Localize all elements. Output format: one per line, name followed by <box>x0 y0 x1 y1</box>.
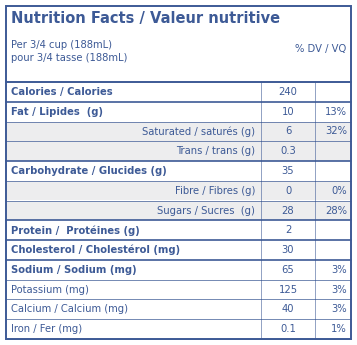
Text: Iron / Fer (mg): Iron / Fer (mg) <box>11 324 82 334</box>
Text: 3%: 3% <box>331 285 347 295</box>
Text: Calories / Calories: Calories / Calories <box>11 87 112 97</box>
Text: Per 3/4 cup (188mL): Per 3/4 cup (188mL) <box>11 40 112 50</box>
Text: % DV / VQ: % DV / VQ <box>295 44 346 54</box>
Bar <box>7 181 350 200</box>
Text: 240: 240 <box>278 87 297 97</box>
Text: 125: 125 <box>278 285 298 295</box>
Text: 32%: 32% <box>325 126 347 136</box>
Text: 2: 2 <box>285 225 291 235</box>
Text: Potassium (mg): Potassium (mg) <box>11 285 89 295</box>
Text: pour 3/4 tasse (188mL): pour 3/4 tasse (188mL) <box>11 53 127 63</box>
Text: 1%: 1% <box>331 324 347 334</box>
Text: Carbohydrate / Glucides (g): Carbohydrate / Glucides (g) <box>11 166 167 176</box>
Text: 0.3: 0.3 <box>280 146 296 156</box>
Text: Cholesterol / Cholestérol (mg): Cholesterol / Cholestérol (mg) <box>11 245 180 255</box>
Text: Trans / trans (g): Trans / trans (g) <box>176 146 255 156</box>
Text: 0: 0 <box>285 186 291 196</box>
Text: Fat / Lipides  (g): Fat / Lipides (g) <box>11 107 103 117</box>
Text: Sodium / Sodium (mg): Sodium / Sodium (mg) <box>11 265 137 275</box>
Text: 65: 65 <box>282 265 295 275</box>
Text: 40: 40 <box>282 304 294 314</box>
Text: Nutrition Facts / Valeur nutritive: Nutrition Facts / Valeur nutritive <box>11 11 280 26</box>
Text: 35: 35 <box>282 166 294 176</box>
Text: 0.1: 0.1 <box>280 324 296 334</box>
Bar <box>7 200 350 220</box>
Text: 3%: 3% <box>331 265 347 275</box>
Text: Sugars / Sucres  (g): Sugars / Sucres (g) <box>157 206 255 216</box>
Bar <box>7 121 350 141</box>
Text: Calcium / Calcium (mg): Calcium / Calcium (mg) <box>11 304 128 314</box>
Text: Fibre / Fibres (g): Fibre / Fibres (g) <box>175 186 255 196</box>
Text: 13%: 13% <box>325 107 347 117</box>
Text: 0%: 0% <box>331 186 347 196</box>
Text: 30: 30 <box>282 245 294 255</box>
Text: Saturated / saturés (g): Saturated / saturés (g) <box>142 126 255 137</box>
Bar <box>7 141 350 161</box>
Text: 6: 6 <box>285 126 291 136</box>
Text: Protein /  Protéines (g): Protein / Protéines (g) <box>11 225 140 236</box>
Text: 28%: 28% <box>325 206 347 216</box>
Text: 28: 28 <box>282 206 294 216</box>
Text: 10: 10 <box>282 107 294 117</box>
Text: 3%: 3% <box>331 304 347 314</box>
